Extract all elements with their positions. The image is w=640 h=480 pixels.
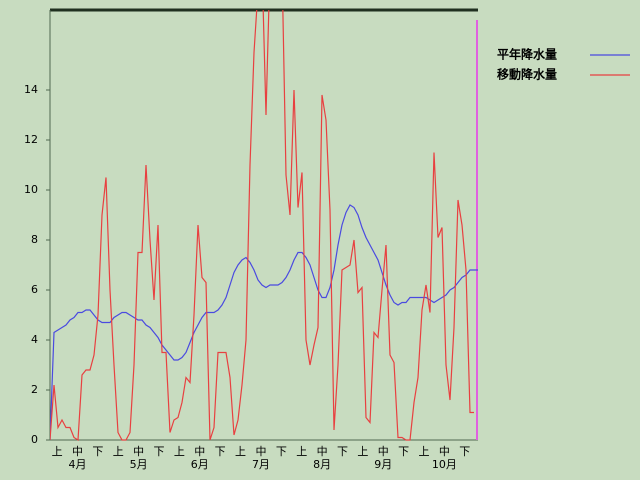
x-tick-label: 上 [174, 445, 185, 458]
series-line [50, 10, 474, 442]
series-line [50, 204, 478, 441]
x-tick-label: 下 [154, 445, 165, 458]
month-label: 5月 [130, 458, 148, 471]
x-tick-label: 下 [215, 445, 226, 458]
month-label: 7月 [252, 458, 270, 471]
x-tick-label: 上 [113, 445, 124, 458]
month-label: 6月 [191, 458, 209, 471]
y-tick-label: 0 [31, 433, 38, 446]
month-label: 4月 [69, 458, 87, 471]
y-tick-label: 12 [24, 133, 38, 146]
x-tick-label: 上 [357, 445, 368, 458]
x-tick-label: 下 [276, 445, 287, 458]
x-tick-label: 中 [317, 445, 328, 458]
x-tick-label: 中 [72, 445, 83, 458]
x-tick-label: 中 [378, 445, 389, 458]
x-tick-label: 下 [92, 445, 103, 458]
x-tick-label: 上 [418, 445, 429, 458]
x-tick-label: 上 [52, 445, 63, 458]
x-tick-label: 中 [133, 445, 144, 458]
x-tick-label: 中 [439, 445, 450, 458]
y-tick-label: 2 [31, 383, 38, 396]
legend-label: 移動降水量 [497, 67, 557, 82]
x-tick-label: 上 [296, 445, 307, 458]
plot-area [50, 10, 478, 442]
x-tick-label: 中 [194, 445, 205, 458]
month-label: 8月 [313, 458, 331, 471]
y-tick-label: 8 [31, 233, 38, 246]
month-label: 10月 [432, 458, 457, 471]
y-tick-label: 4 [31, 333, 38, 346]
y-tick-label: 6 [31, 283, 38, 296]
x-tick-label: 下 [398, 445, 409, 458]
legend-label: 平年降水量 [497, 47, 557, 62]
y-tick-label: 14 [24, 83, 38, 96]
x-tick-label: 上 [235, 445, 246, 458]
y-tick-label: 10 [24, 183, 38, 196]
month-label: 9月 [374, 458, 392, 471]
x-tick-label: 下 [459, 445, 470, 458]
x-tick-label: 下 [337, 445, 348, 458]
x-tick-label: 中 [255, 445, 266, 458]
